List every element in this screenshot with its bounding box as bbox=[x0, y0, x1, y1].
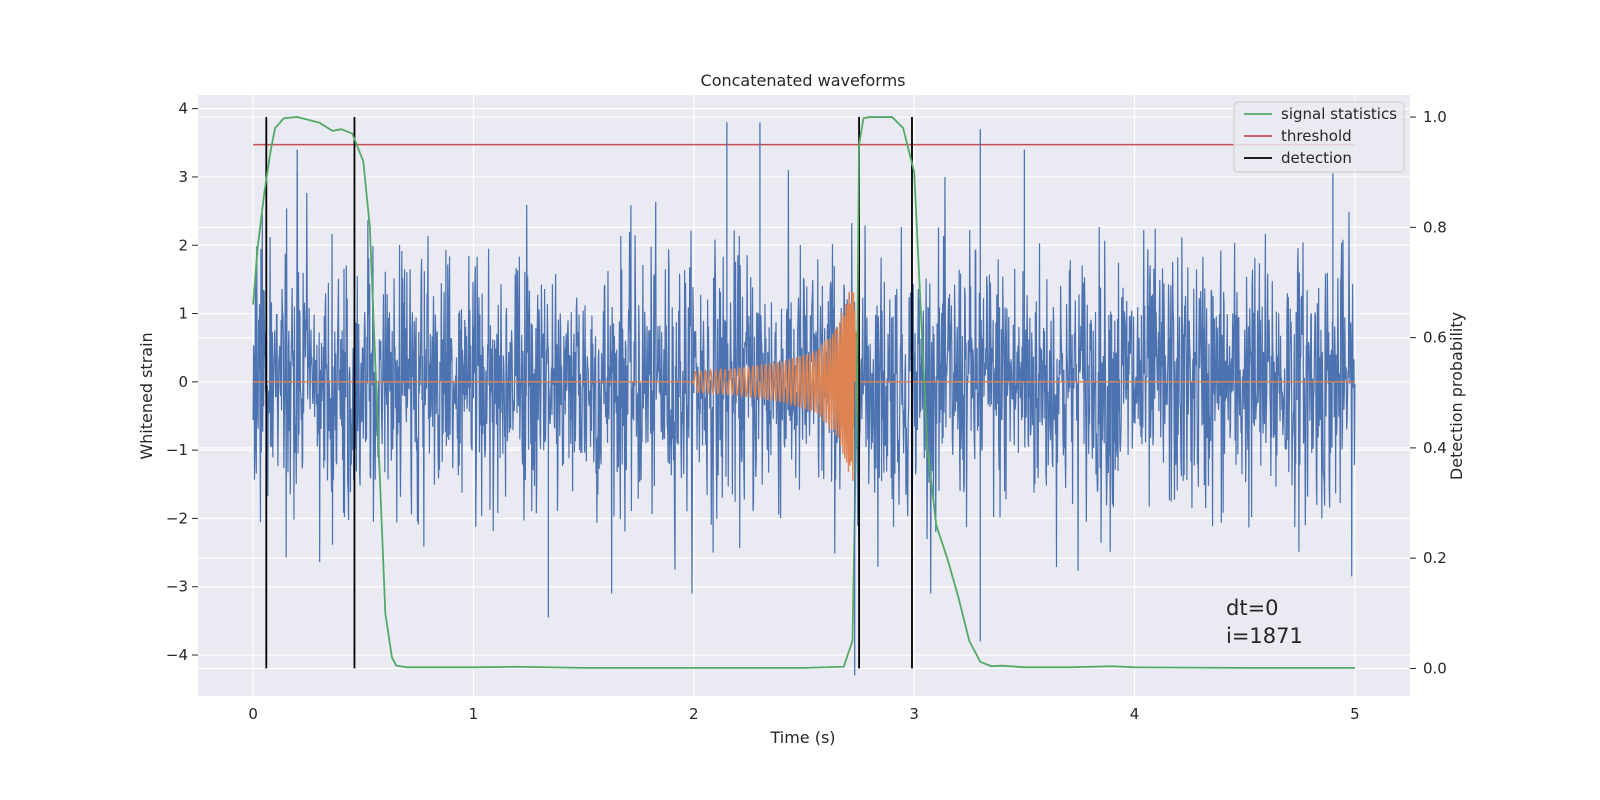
series-whitened-strain-line bbox=[252, 170, 1356, 594]
y-axis-ticks: −4 −3 −2 −1 0 1 2 3 4 bbox=[166, 100, 198, 664]
y2-tick-label: 0.0 bbox=[1423, 659, 1447, 677]
x-tick-label: 3 bbox=[909, 705, 919, 723]
x-tick-label: 0 bbox=[248, 705, 258, 723]
x-axis-label: Time (s) bbox=[769, 728, 835, 747]
series-signal-statistics-line bbox=[252, 116, 1355, 669]
chart-title: Concatenated waveforms bbox=[701, 71, 906, 90]
x-axis-ticks: 0 1 2 3 4 5 bbox=[248, 705, 1359, 723]
legend-label-detection: detection bbox=[1281, 149, 1352, 167]
y-tick-label: −4 bbox=[166, 646, 188, 664]
annotation-index: i=1871 bbox=[1226, 624, 1303, 648]
y-tick-label: −2 bbox=[166, 509, 188, 527]
y2-tick-label: 0.2 bbox=[1423, 549, 1447, 567]
annotation-dt: dt=0 bbox=[1226, 596, 1279, 620]
x-tick-label: 1 bbox=[469, 705, 479, 723]
legend-label-threshold: threshold bbox=[1281, 127, 1352, 145]
legend-label-signal-statistics: signal statistics bbox=[1281, 105, 1397, 123]
legend: signal statistics threshold detection bbox=[1233, 101, 1405, 173]
y2-tick-label: 0.8 bbox=[1423, 218, 1447, 236]
x-tick-label: 5 bbox=[1350, 705, 1360, 723]
x-tick-label: 2 bbox=[689, 705, 699, 723]
y2-tick-label: 0.4 bbox=[1423, 439, 1447, 457]
y-tick-label: −1 bbox=[166, 441, 188, 459]
data-layer bbox=[252, 116, 1356, 676]
series-injected-waveform-line bbox=[253, 291, 1355, 481]
x-tick-label: 4 bbox=[1130, 705, 1140, 723]
y-tick-label: −3 bbox=[166, 578, 188, 596]
y2-tick-label: 1.0 bbox=[1423, 108, 1447, 126]
y2-tick-label: 0.6 bbox=[1423, 329, 1447, 347]
y-tick-label: 0 bbox=[178, 373, 188, 391]
y2-axis-label: Detection probability bbox=[1447, 312, 1466, 480]
y-tick-label: 1 bbox=[178, 305, 188, 323]
y2-axis-ticks: 0.0 0.2 0.4 0.6 0.8 1.0 bbox=[1410, 108, 1447, 677]
y-tick-label: 4 bbox=[178, 100, 188, 118]
y-tick-label: 3 bbox=[178, 168, 188, 186]
legend-box bbox=[1233, 101, 1405, 173]
y-tick-label: 2 bbox=[178, 236, 188, 254]
y-axis-label: Whitened strain bbox=[137, 332, 156, 459]
